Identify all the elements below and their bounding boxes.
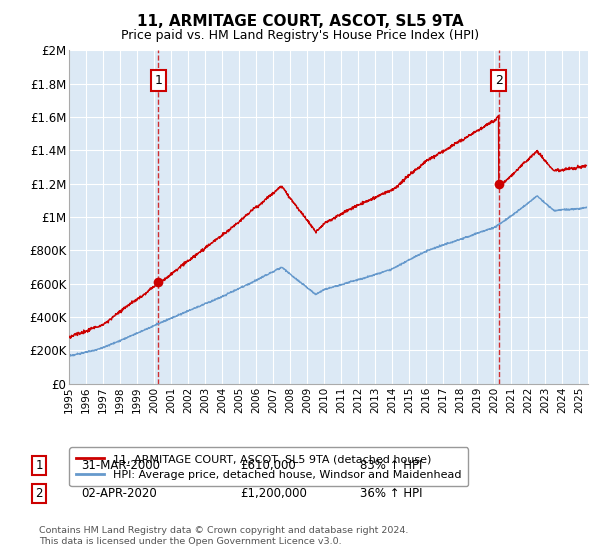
Text: £610,000: £610,000 (240, 459, 296, 473)
Legend: 11, ARMITAGE COURT, ASCOT, SL5 9TA (detached house), HPI: Average price, detache: 11, ARMITAGE COURT, ASCOT, SL5 9TA (deta… (70, 447, 468, 486)
Text: 1: 1 (35, 459, 43, 473)
Text: 1: 1 (154, 74, 162, 87)
Text: 02-APR-2020: 02-APR-2020 (81, 487, 157, 501)
Text: 83% ↑ HPI: 83% ↑ HPI (360, 459, 422, 473)
Text: 2: 2 (35, 487, 43, 501)
Text: £1,200,000: £1,200,000 (240, 487, 307, 501)
Text: 31-MAR-2000: 31-MAR-2000 (81, 459, 160, 473)
Text: 2: 2 (495, 74, 503, 87)
Text: 36% ↑ HPI: 36% ↑ HPI (360, 487, 422, 501)
Text: 11, ARMITAGE COURT, ASCOT, SL5 9TA: 11, ARMITAGE COURT, ASCOT, SL5 9TA (137, 14, 463, 29)
Text: Contains HM Land Registry data © Crown copyright and database right 2024.
This d: Contains HM Land Registry data © Crown c… (39, 526, 409, 546)
Text: Price paid vs. HM Land Registry's House Price Index (HPI): Price paid vs. HM Land Registry's House … (121, 29, 479, 42)
